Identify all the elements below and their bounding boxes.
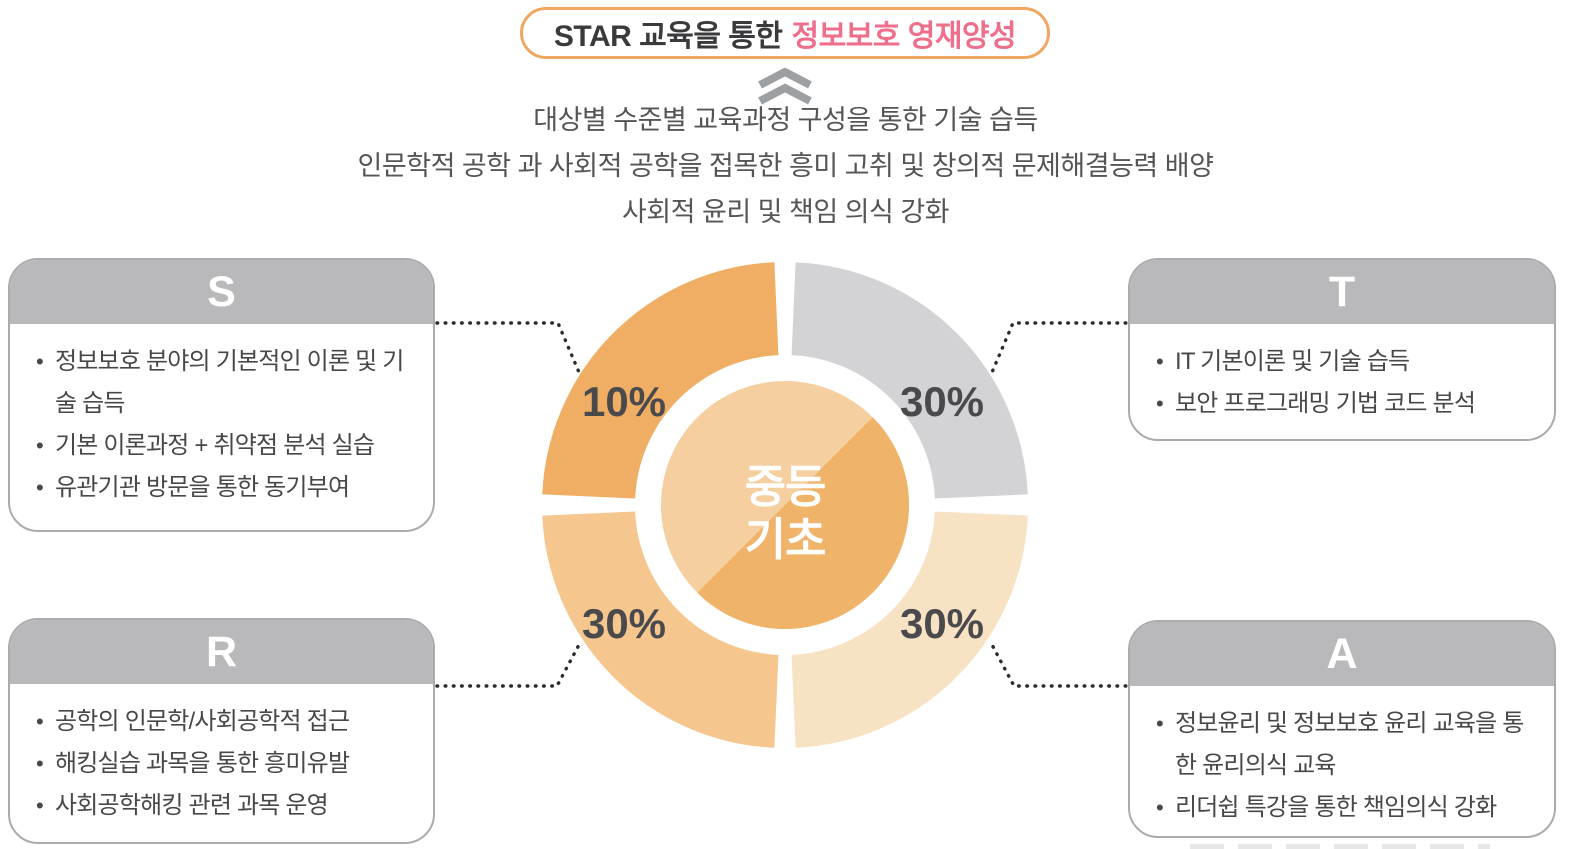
double-chevron-up-icon	[755, 67, 815, 106]
label-segment-t: 30%	[900, 378, 984, 425]
card-r-list: 공학의 인문학/사회공학적 접근 해킹실습 과목을 통한 흥미유발 사회공학해킹…	[10, 684, 433, 837]
connector-s	[435, 321, 586, 386]
list-item: 정보윤리 및 정보보호 윤리 교육을 통한 윤리의식 교육	[1154, 703, 1532, 787]
cropped-bottom-artifact	[1190, 844, 1490, 849]
label-segment-s: 10%	[582, 378, 666, 425]
segment-s-top-left	[542, 262, 780, 500]
label-segment-r: 30%	[582, 600, 666, 647]
list-item: 유관기관 방문을 통한 동기부여	[34, 467, 411, 509]
donut-chart: 10% 30% 30% 30%	[542, 262, 1028, 748]
list-item: 보안 프로그래밍 기법 코드 분석	[1154, 383, 1532, 425]
title-prefix: STAR 교육을 통한	[553, 20, 783, 53]
donut-center-label: 중등 기초	[685, 460, 885, 566]
card-r-header: R	[10, 620, 433, 684]
list-item: IT 기본이론 및 기술 습득	[1154, 341, 1532, 383]
connector-r	[435, 639, 583, 688]
card-a: A 정보윤리 및 정보보호 윤리 교육을 통한 윤리의식 교육 리더쉽 특강을 …	[1128, 620, 1556, 838]
card-a-header: A	[1130, 622, 1554, 686]
title-highlight: 정보보호 영재양성	[791, 20, 1017, 53]
connector-a	[988, 639, 1136, 688]
card-s: S 정보보호 분야의 기본적인 이론 및 기술 습득 기본 이론과정 + 취약점…	[8, 258, 435, 532]
list-item: 기본 이론과정 + 취약점 분석 실습	[34, 425, 411, 467]
intro-line-2: 인문학적 공학 과 사회적 공학을 접목한 흥미 고취 및 창의적 문제해결능력…	[357, 151, 1214, 181]
double-chevron-up-svg	[758, 67, 812, 105]
card-r: R 공학의 인문학/사회공학적 접근 해킹실습 과목을 통한 흥미유발 사회공학…	[8, 618, 435, 844]
diagram-title: STAR 교육을 통한 정보보호 영재양성	[520, 7, 1050, 59]
intro-line-1: 대상별 수준별 교육과정 구성을 통한 기술 습득	[533, 105, 1038, 135]
card-t-header: T	[1130, 260, 1554, 324]
chevron-bottom	[758, 83, 812, 105]
card-a-list: 정보윤리 및 정보보호 윤리 교육을 통한 윤리의식 교육 리더쉽 특강을 통한…	[1130, 686, 1554, 836]
segment-r-bottom-left	[542, 510, 780, 748]
segment-t-top-right	[790, 262, 1028, 500]
intro-line-3: 사회적 윤리 및 책임 의식 강화	[621, 197, 950, 227]
list-item: 공학의 인문학/사회공학적 접근	[34, 701, 411, 743]
segment-a-bottom-right	[790, 510, 1028, 748]
center-label-line-2: 기초	[744, 514, 827, 565]
label-segment-a: 30%	[900, 600, 984, 647]
card-s-header: S	[10, 260, 433, 324]
list-item: 사회공학해킹 관련 과목 운영	[34, 785, 411, 827]
list-item: 정보보호 분야의 기본적인 이론 및 기술 습득	[34, 341, 411, 425]
center-circle-dark-half	[697, 417, 909, 629]
intro-text: 대상별 수준별 교육과정 구성을 통한 기술 습득 인문학적 공학 과 사회적 …	[0, 97, 1571, 235]
list-item: 해킹실습 과목을 통한 흥미유발	[34, 743, 411, 785]
card-t: T IT 기본이론 및 기술 습득 보안 프로그래밍 기법 코드 분석	[1128, 258, 1556, 441]
card-s-list: 정보보호 분야의 기본적인 이론 및 기술 습득 기본 이론과정 + 취약점 분…	[10, 324, 433, 519]
connector-t	[985, 321, 1136, 386]
list-item: 리더쉽 특강을 통한 책임의식 강화	[1154, 787, 1532, 829]
chevron-top	[758, 67, 812, 89]
card-t-list: IT 기본이론 및 기술 습득 보안 프로그래밍 기법 코드 분석	[1130, 324, 1554, 435]
center-label-line-1: 중등	[744, 461, 827, 512]
